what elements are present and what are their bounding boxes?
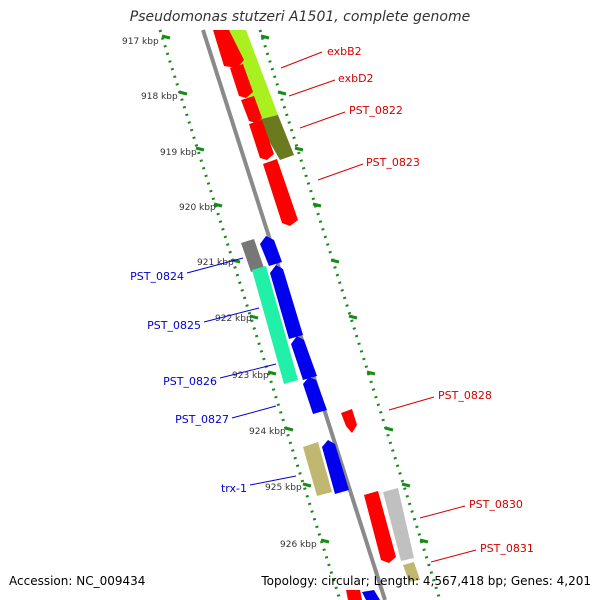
inner-ruler-ticks (161, 34, 330, 544)
genome-summary-text: Topology: circular; Length: 4,567,418 bp… (261, 574, 591, 588)
gene-label-pst0826[interactable]: PST_0826 (163, 375, 217, 388)
feature-bottom-khaki (403, 562, 420, 582)
gene-label-pst0830[interactable]: PST_0830 (469, 498, 523, 511)
gene-label-exbD2[interactable]: exbD2 (338, 72, 374, 85)
leader-line-pst0830 (419, 505, 466, 519)
feature-pst0824-band (241, 239, 264, 272)
leader-line-pst0823 (317, 163, 364, 181)
leader-line-trx1 (249, 475, 297, 486)
gene-label-pst0823[interactable]: PST_0823 (366, 156, 420, 169)
gene-arrow-pst0823 (263, 159, 298, 226)
accession-text: Accession: NC_009434 (9, 574, 146, 588)
leader-line-pst0826 (219, 363, 277, 379)
gene-label-pst0822[interactable]: PST_0822 (349, 104, 403, 117)
ruler-label: 925 kbp (265, 483, 302, 493)
gene-label-pst0828[interactable]: PST_0828 (438, 389, 492, 402)
outer-ruler-ticks (260, 34, 429, 544)
gene-arrow-pst0826 (291, 336, 317, 380)
leader-line-pst0824 (186, 257, 244, 274)
ruler-label: 920 kbp (179, 203, 216, 213)
feature-pst0822-band (257, 115, 294, 160)
gene-label-pst0827[interactable]: PST_0827 (175, 413, 229, 426)
leader-line-pst0822 (299, 111, 346, 129)
gene-arrow-pst0822b (249, 120, 274, 160)
ruler-label: 921 kbp (197, 258, 234, 268)
ruler-label: 922 kbp (215, 314, 252, 324)
ruler-label: 923 kbp (232, 371, 269, 381)
gene-label-pst0824[interactable]: PST_0824 (130, 270, 184, 283)
gene-label-pst0831[interactable]: PST_0831 (480, 542, 534, 555)
page-title: Pseudomonas stutzeri A1501, complete gen… (129, 9, 471, 25)
leader-line-exbD2 (288, 79, 336, 97)
forward-genes (213, 30, 396, 600)
feature-pst0825-band (252, 266, 298, 384)
gene-arrow-bottom (346, 590, 362, 600)
gene-arrow-pst0825 (270, 265, 303, 339)
gene-arrow-exbD2 (230, 64, 253, 98)
gene-arrow-pst0824 (260, 236, 282, 266)
leader-line-pst0828 (388, 396, 435, 411)
ruler-label: 919 kbp (160, 148, 197, 158)
leader-line-pst0827 (231, 405, 277, 419)
gene-arrow-trx1 (322, 440, 349, 494)
gene-arrow-pst0828 (341, 409, 357, 433)
gene-arrow-bottom-blue (362, 590, 380, 600)
gene-label-pst0825[interactable]: PST_0825 (147, 319, 201, 332)
leader-line-pst0831 (430, 549, 477, 563)
gene-arrow-exbB2 (213, 30, 244, 68)
ruler-label: 924 kbp (249, 427, 286, 437)
gene-arrow-pst0827 (303, 377, 327, 414)
ruler-label: 918 kbp (141, 92, 178, 102)
leader-line-pst0825 (203, 307, 260, 323)
ruler-label: 926 kbp (280, 540, 317, 550)
gene-label-trx1[interactable]: trx-1 (221, 482, 247, 495)
gene-arrow-pst0822 (241, 96, 262, 123)
gene-arrow-pst0830 (364, 491, 396, 563)
reverse-genes (260, 236, 380, 600)
ruler-label: 917 kbp (122, 37, 159, 47)
leader-line-exbB2 (280, 51, 323, 69)
feature-pst0830-band (383, 488, 414, 561)
feature-trx1-band (303, 442, 332, 496)
gene-label-exbB2[interactable]: exbB2 (327, 45, 362, 58)
